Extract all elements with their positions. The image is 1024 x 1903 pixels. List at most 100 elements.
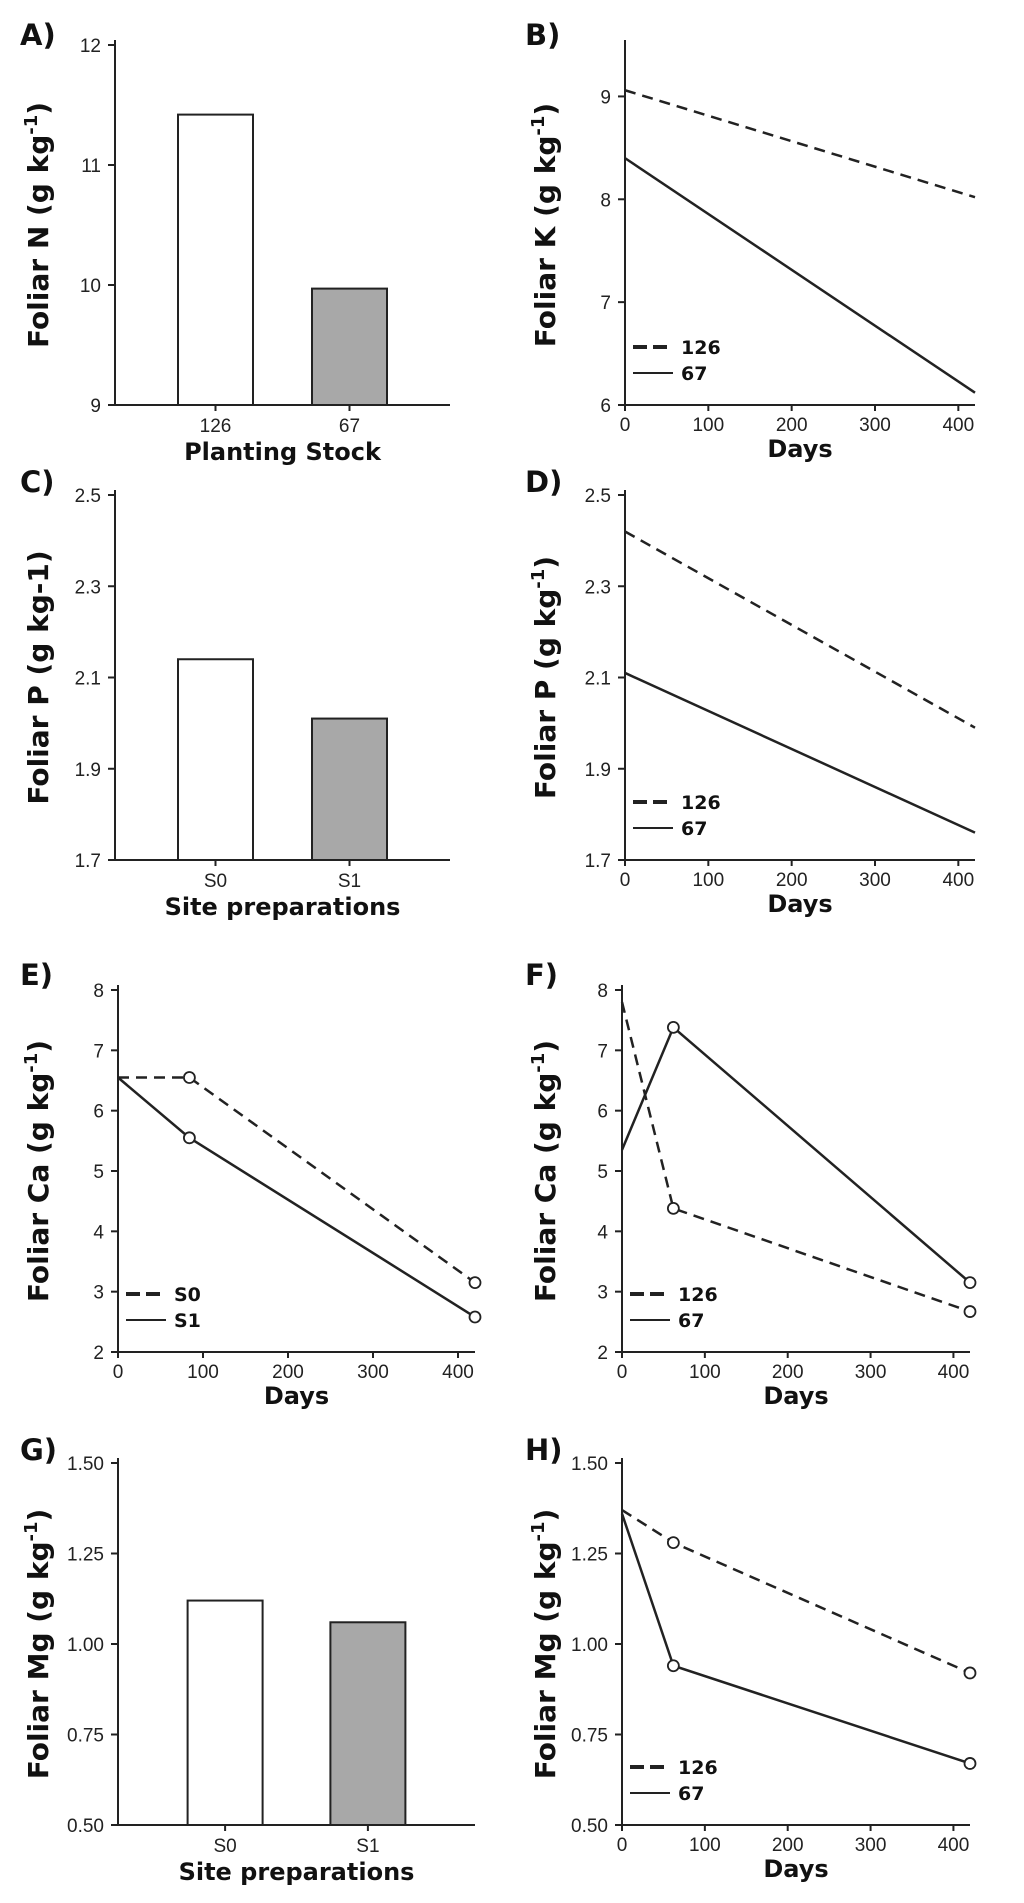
panel-label: C): [20, 465, 55, 499]
panel-label: D): [525, 465, 562, 499]
legend-label-126: 126: [681, 792, 721, 814]
x-tick-label: 200: [272, 1362, 304, 1383]
y-tick-label: 0.75: [67, 1726, 104, 1747]
y-axis-title: Foliar K (g kg-1): [528, 103, 562, 347]
y-tick-label: 2.1: [585, 669, 611, 690]
series-line-126: [620, 1001, 971, 1313]
y-tick-label: 8: [93, 981, 104, 1002]
y-axis-title-close: ): [529, 556, 562, 569]
y-tick-label: 4: [597, 1222, 608, 1243]
bar-126: [177, 113, 254, 406]
y-tick-label: 12: [80, 36, 101, 57]
y-tick-label: 3: [597, 1283, 608, 1304]
y-tick-label: 10: [80, 276, 101, 297]
x-axis-title: Planting Stock: [184, 438, 382, 466]
x-tick-label: 400: [942, 415, 974, 436]
y-tick-label: 7: [93, 1041, 104, 1062]
bar-S1: [311, 717, 388, 861]
x-axis-title: Days: [763, 1382, 828, 1410]
panel-label: E): [20, 958, 53, 992]
y-axis-title-main: Foliar Mg (g kg: [22, 1542, 55, 1780]
data-point-67: [666, 1659, 680, 1673]
x-tick-label: 400: [938, 1835, 970, 1856]
x-tick-label: 200: [772, 1835, 804, 1856]
series-line-67: [624, 157, 976, 394]
legend-label-67: 67: [681, 818, 707, 840]
y-axis-title-main: Foliar Mg (g kg: [529, 1542, 562, 1780]
y-axis-title-main: Foliar K (g kg: [529, 136, 562, 348]
panel-c: C) 1.7 1.9 2.1 2.3 2.5 Foliar P (g kg-1) S0 S1Si…: [20, 465, 450, 921]
y-axis-title-superscript: -1: [21, 1053, 42, 1073]
y-tick-label: 8: [597, 981, 608, 1002]
y-tick-label: 2.3: [75, 577, 101, 598]
y-axis-title-superscript: -1: [21, 1522, 42, 1542]
x-tick-label: 400: [442, 1362, 474, 1383]
data-point-67: [963, 1276, 977, 1290]
y-tick-label: 0.50: [571, 1816, 608, 1837]
y-tick-label: 5: [597, 1162, 608, 1183]
y-tick-label: 11: [81, 156, 101, 177]
x-tick-label: 300: [859, 870, 891, 891]
y-tick-label: 9: [600, 87, 611, 108]
data-point-126: [666, 1536, 680, 1550]
y-axis-title: Foliar N (g kg-1): [21, 102, 55, 348]
x-tick-label: 200: [776, 415, 808, 436]
x-tick-label: 300: [855, 1362, 887, 1383]
x-tick-label: S0: [204, 871, 227, 892]
y-tick-label: 1.00: [67, 1635, 104, 1656]
data-point-S1: [182, 1131, 196, 1145]
data-point-126: [963, 1305, 977, 1318]
y-tick-label: 1.25: [571, 1545, 608, 1566]
bar-S0: [177, 658, 254, 861]
bar-S1: [329, 1621, 407, 1827]
x-tick-label: 67: [339, 416, 360, 437]
series-line-67: [620, 1513, 971, 1765]
y-tick-label: 1.9: [585, 760, 611, 781]
x-tick-label: 0: [617, 1362, 628, 1383]
x-tick-label: 100: [187, 1362, 219, 1383]
data-point-67: [963, 1757, 977, 1770]
y-axis-title-close: ): [529, 103, 562, 116]
y-axis-title-superscript: -1: [528, 116, 549, 136]
x-tick-label: 100: [689, 1362, 721, 1383]
y-tick-label: 6: [600, 396, 611, 417]
y-axis-title-superscript: -1: [528, 1053, 549, 1073]
y-axis-title-main: Foliar P (g kg-1): [22, 550, 55, 804]
legend-label-126: 126: [681, 337, 721, 359]
legend-label-126: 126: [678, 1284, 718, 1306]
panel-label: G): [20, 1433, 57, 1467]
x-tick-label: 100: [692, 870, 724, 891]
y-tick-label: 1.50: [571, 1454, 608, 1475]
legend-label-S1: S1: [174, 1310, 201, 1332]
x-tick-label: S1: [356, 1836, 379, 1857]
bar-S0: [186, 1599, 264, 1827]
panel-label: B): [525, 18, 560, 52]
y-axis-title-close: ): [22, 1040, 55, 1053]
y-axis-title: Foliar P (g kg-1): [22, 550, 55, 804]
y-tick-label: 5: [93, 1162, 104, 1183]
y-tick-label: 1.00: [571, 1635, 608, 1656]
y-axis-title-main: Foliar P (g kg: [529, 589, 562, 799]
panel-a: A) 9 10 11 12 Foliar N (g kg-1) 126 67Planting …: [20, 18, 450, 466]
legend-label-67: 67: [681, 363, 707, 385]
x-tick-label: 400: [938, 1362, 970, 1383]
data-point-S0: [468, 1276, 482, 1290]
x-tick-label: 126: [200, 416, 232, 437]
y-tick-label: 7: [600, 293, 611, 314]
series-line-126: [624, 89, 976, 199]
panel-label: F): [525, 958, 558, 992]
y-axis-title: Foliar Mg (g kg-1): [528, 1509, 562, 1780]
y-axis-title-main: Foliar N (g kg: [22, 135, 55, 348]
y-tick-label: 3: [93, 1283, 104, 1304]
panel-g: G) 0.50 0.75 1.00 1.25 1.50 Foliar Mg (g kg-1)…: [20, 1433, 475, 1886]
x-tick-label: 100: [692, 415, 724, 436]
series-line-126: [624, 530, 976, 729]
panel-e: E) 2 3 4 5 6 7 8 Foliar Ca (g kg-1) 0 100 200 300 400…: [20, 958, 482, 1410]
legend-label-126: 126: [678, 1757, 718, 1779]
panel-label: A): [20, 18, 56, 52]
x-tick-label: 300: [855, 1835, 887, 1856]
legend-label-67: 67: [678, 1783, 704, 1805]
y-axis-title: Foliar Ca (g kg-1): [21, 1040, 55, 1302]
